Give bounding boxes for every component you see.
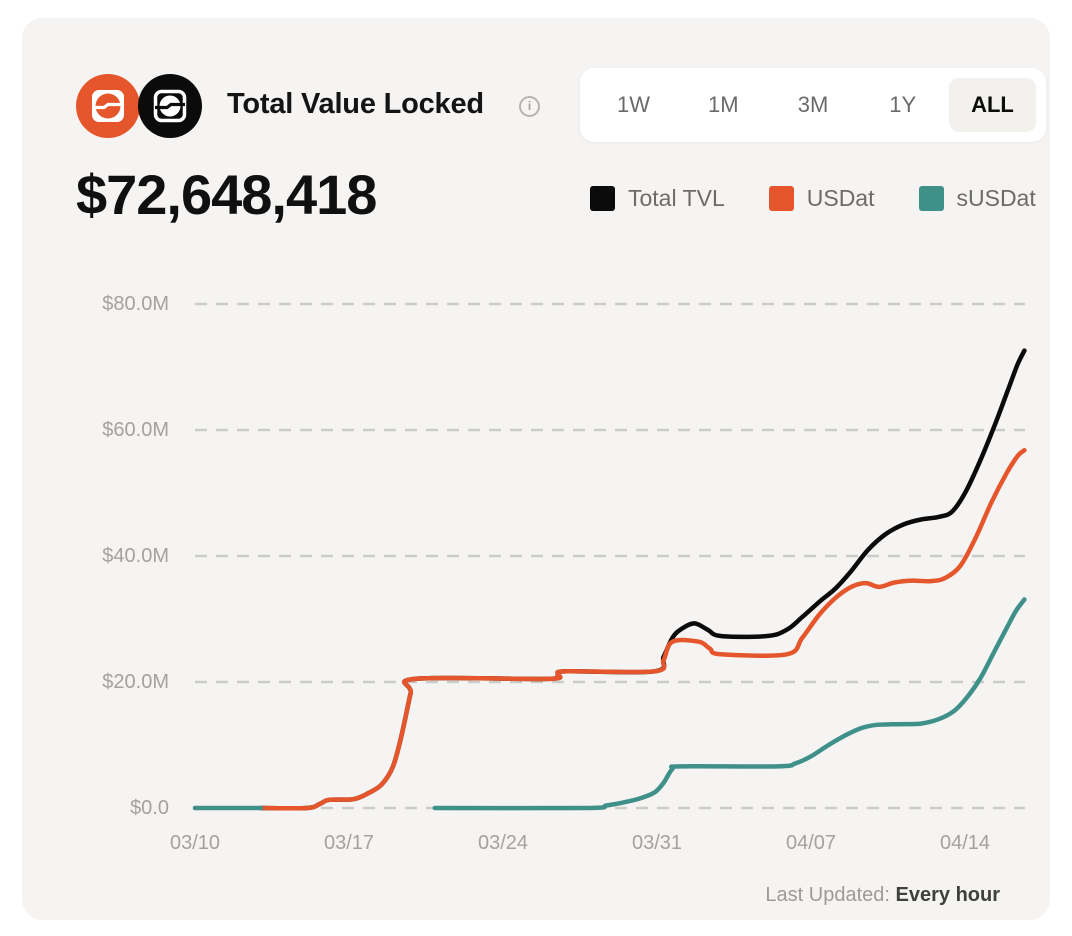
- range-button-1y[interactable]: 1Y: [859, 78, 946, 132]
- last-updated-note: Last Updated: Every hour: [765, 884, 1000, 907]
- last-updated-value: Every hour: [895, 884, 1000, 906]
- x-tick-label: 03/17: [323, 832, 375, 854]
- x-tick-label: 03/10: [169, 832, 221, 854]
- range-button-1w[interactable]: 1W: [590, 78, 677, 132]
- tvl-chart[interactable]: [22, 18, 1050, 920]
- legend-label: USDat: [806, 185, 875, 211]
- x-tick-label: 03/24: [477, 832, 529, 854]
- series-line-usdat: [258, 447, 1027, 811]
- chart-legend: Total TVL USDat sUSDat: [590, 185, 1036, 212]
- tvl-card: Total Value Locked i $72,648,418 1W 1M 3M 1…: [22, 18, 1050, 920]
- range-button-1m[interactable]: 1M: [680, 78, 767, 132]
- legend-item-susdat[interactable]: sUSDat: [918, 185, 1036, 212]
- series-line-susdat: [432, 597, 1027, 811]
- legend-swatch: [768, 186, 794, 211]
- legend-swatch: [918, 186, 944, 211]
- usdat-logo-icon: [76, 74, 140, 138]
- legend-label: sUSDat: [956, 185, 1036, 211]
- y-tick-label: $0.0: [130, 797, 169, 819]
- x-tick-label: 03/31: [631, 832, 683, 854]
- y-tick-label: $40.0M: [102, 545, 169, 567]
- series-lines: [192, 348, 1027, 811]
- token-logos: [76, 74, 206, 139]
- range-button-all[interactable]: ALL: [949, 78, 1036, 132]
- y-tick-label: $20.0M: [102, 671, 169, 693]
- legend-item-usdat[interactable]: USDat: [768, 185, 875, 212]
- time-range-selector: 1W 1M 3M 1Y ALL: [580, 68, 1046, 142]
- y-tick-label: $80.0M: [102, 293, 169, 315]
- susdat-logo-icon: [138, 74, 202, 138]
- x-tick-label: 04/07: [785, 832, 837, 854]
- y-tick-label: $60.0M: [102, 419, 169, 441]
- gridlines: [195, 302, 1025, 810]
- x-tick-label: 04/14: [939, 832, 991, 854]
- info-icon[interactable]: i: [519, 96, 540, 117]
- legend-item-total-tvl[interactable]: Total TVL: [590, 185, 725, 212]
- legend-label: Total TVL: [628, 185, 725, 211]
- legend-swatch: [590, 186, 615, 211]
- last-updated-label: Last Updated:: [765, 884, 890, 906]
- tvl-value: $72,648,418: [76, 163, 377, 226]
- page-title: Total Value Locked: [227, 88, 484, 120]
- range-button-3m[interactable]: 3M: [770, 78, 857, 132]
